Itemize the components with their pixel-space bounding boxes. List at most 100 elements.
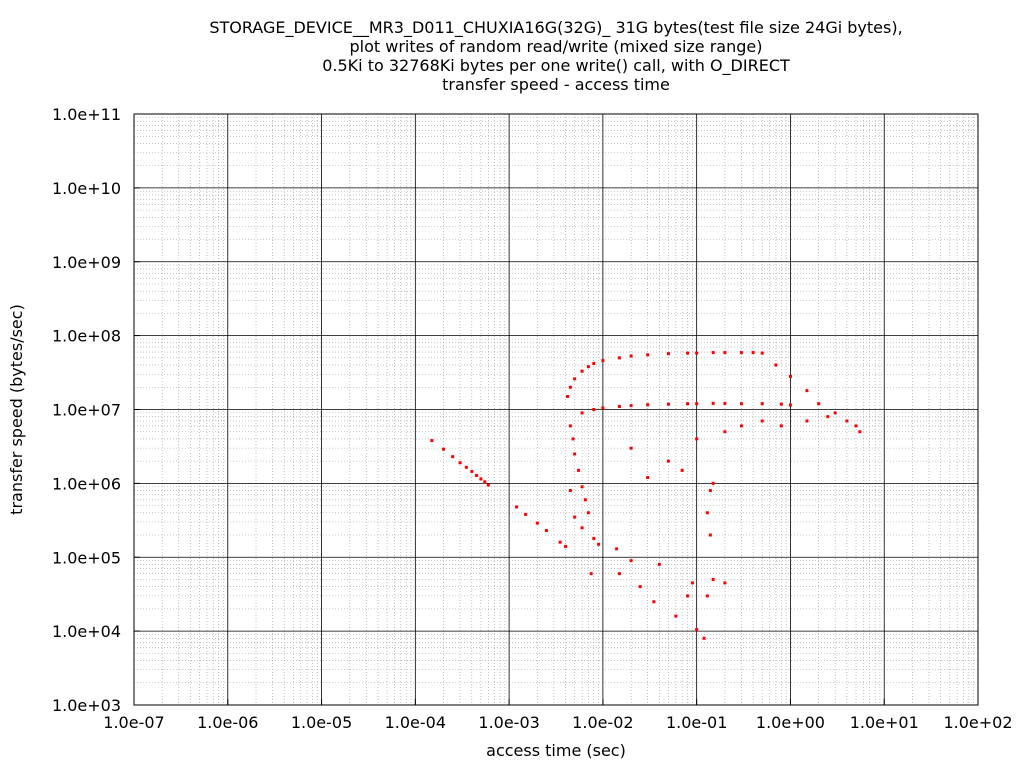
data-point (788, 374, 792, 378)
x-tick-label: 1.0e-01 (666, 713, 727, 732)
data-point (711, 481, 715, 485)
y-tick-label: 1.0e+04 (52, 622, 121, 641)
data-point (524, 512, 528, 516)
data-point (629, 559, 633, 563)
data-point (568, 489, 572, 493)
data-point (695, 628, 699, 632)
data-point (705, 511, 709, 515)
y-tick-label: 1.0e+03 (52, 696, 121, 715)
x-tick-label: 1.0e+00 (756, 713, 825, 732)
data-point (686, 402, 690, 406)
chart-title-line: transfer speed - access time (442, 75, 670, 94)
x-tick-label: 1.0e-06 (197, 713, 258, 732)
data-point (568, 385, 572, 389)
data-point (483, 480, 487, 484)
data-point (486, 483, 490, 487)
data-point (566, 394, 570, 398)
data-point (573, 515, 577, 519)
data-point (535, 521, 539, 525)
chart-title: STORAGE_DEVICE__MR3_D011_CHUXIA16G(32G)_… (209, 18, 902, 94)
data-point (580, 369, 584, 373)
data-point (666, 402, 670, 406)
x-tick-label: 1.0e-02 (572, 713, 633, 732)
y-tick-label: 1.0e+05 (52, 548, 121, 567)
data-point (592, 361, 596, 365)
data-point (751, 351, 755, 355)
data-points (430, 351, 862, 640)
data-point (686, 594, 690, 598)
data-point (779, 424, 783, 428)
x-axis-label: access time (sec) (486, 741, 626, 760)
data-point (826, 415, 830, 419)
data-point (723, 401, 727, 405)
data-point (739, 402, 743, 406)
data-point (592, 408, 596, 411)
data-point (666, 459, 670, 463)
data-point (592, 536, 596, 540)
data-point (711, 577, 715, 581)
chart-title-line: 0.5Ki to 32768Ki bytes per one write() c… (322, 56, 790, 76)
data-point (708, 489, 712, 493)
data-point (571, 437, 575, 441)
data-point (629, 404, 633, 408)
y-tick-label: 1.0e+09 (52, 253, 121, 272)
data-point (568, 424, 572, 428)
data-point (702, 636, 706, 640)
data-point (646, 476, 650, 480)
data-point (430, 439, 434, 443)
data-point (674, 614, 678, 618)
data-point (629, 446, 633, 450)
data-point (580, 526, 584, 530)
y-tick-label: 1.0e+06 (52, 474, 121, 493)
y-tick-label: 1.0e+11 (52, 105, 121, 124)
y-tick-label: 1.0e+08 (52, 327, 121, 346)
data-point (779, 402, 783, 406)
data-point (558, 540, 562, 544)
data-point (646, 403, 650, 407)
data-point (739, 351, 743, 355)
data-point (833, 411, 837, 415)
data-point (617, 356, 621, 360)
data-point (597, 542, 601, 546)
x-tick-label: 1.0e-07 (103, 713, 164, 732)
data-point (617, 404, 621, 408)
data-point (845, 419, 849, 423)
data-point (586, 365, 590, 369)
data-point (760, 351, 764, 355)
data-point (657, 562, 661, 566)
data-point (705, 594, 709, 598)
data-point (760, 402, 764, 406)
data-point (760, 419, 764, 423)
data-point (458, 461, 462, 465)
data-point (564, 544, 568, 548)
data-point (774, 363, 778, 367)
data-point (723, 351, 727, 355)
y-tick-label: 1.0e+07 (52, 401, 121, 420)
y-axis-ticks: 1.0e+03 1.0e+04 1.0e+05 1.0e+06 1.0e+07 1.0e+… (52, 105, 140, 715)
data-point (690, 581, 694, 585)
x-tick-label: 1.0e+01 (850, 713, 919, 732)
data-point (652, 600, 656, 604)
x-tick-label: 1.0e-05 (291, 713, 352, 732)
data-point (788, 403, 792, 407)
y-axis-label: transfer speed (bytes/sec) (7, 304, 26, 515)
data-point (723, 430, 727, 434)
data-point (646, 353, 650, 357)
data-point (629, 354, 633, 358)
chart-title-line: plot writes of random read/write (mixed … (350, 37, 763, 56)
data-point (708, 533, 712, 537)
data-point (451, 455, 455, 459)
data-point (442, 447, 446, 451)
data-point (580, 485, 584, 489)
data-point (589, 572, 593, 576)
data-point (470, 469, 474, 473)
x-tick-label: 1.0e-04 (385, 713, 446, 732)
data-point (583, 498, 587, 502)
data-point (515, 505, 519, 509)
data-point (617, 572, 621, 576)
data-point (854, 424, 858, 428)
data-point (666, 352, 670, 356)
y-tick-label: 1.0e+10 (52, 179, 121, 198)
data-point (686, 351, 690, 355)
